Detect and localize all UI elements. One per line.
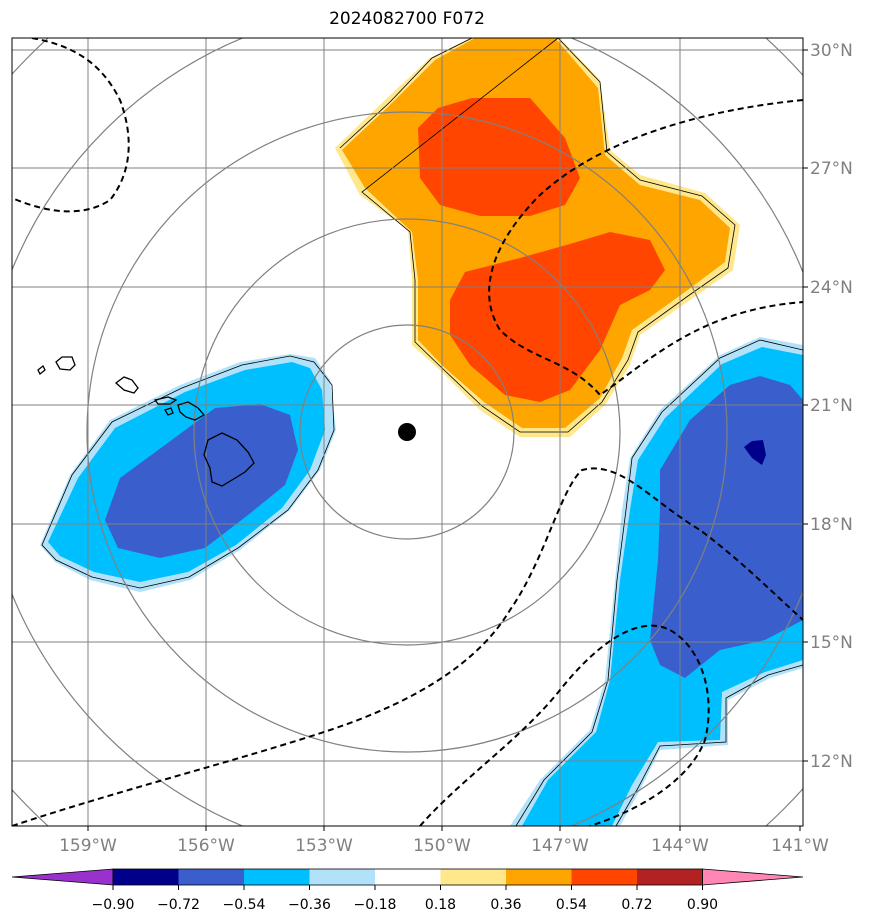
- grid-lines: [12, 38, 803, 826]
- colorbar-label: 0.54: [556, 897, 587, 913]
- lat-ticks: [803, 49, 808, 762]
- colorbar-label: 0.18: [425, 897, 456, 913]
- lon-label-141w: 141°W: [771, 836, 829, 856]
- storm-center-marker: [398, 423, 416, 441]
- colorbar-segment: [113, 869, 179, 885]
- lon-ticks: [87, 826, 801, 831]
- colorbar-segment: [244, 869, 310, 885]
- colorbar-segment: [440, 869, 506, 885]
- colorbar-label: 0.36: [490, 897, 521, 913]
- negative-anomaly-west-strong: [105, 404, 298, 558]
- positive-anomaly-strong-south: [450, 232, 665, 402]
- lon-label-159w: 159°W: [59, 836, 117, 856]
- lat-label-27n: 27°N: [810, 159, 853, 179]
- dashed-contours: [12, 38, 803, 826]
- molokai-coastline: [153, 396, 178, 405]
- positive-anomaly-strong-north: [418, 98, 580, 216]
- lon-label-150w: 150°W: [413, 836, 471, 856]
- lat-label-18n: 18°N: [810, 515, 853, 535]
- maui-coastline: [177, 401, 206, 421]
- big-island-coastline: [203, 432, 255, 487]
- lat-label-30n: 30°N: [810, 41, 853, 61]
- lon-label-147w: 147°W: [531, 836, 589, 856]
- lat-label-21n: 21°N: [810, 396, 853, 416]
- negative-anomaly-east-extreme: [744, 440, 766, 465]
- colorbar: −0.90 −0.72 −0.54 −0.36 −0.18 0.18 0.36 …: [11, 868, 804, 913]
- map-title: 2024082700 F072: [329, 9, 485, 29]
- colorbar-over-arrow: [702, 868, 804, 886]
- colorbar-label: −0.36: [288, 897, 331, 913]
- map-frame: [11, 37, 804, 827]
- colorbar-label: −0.72: [157, 897, 200, 913]
- colorbar-segment: [571, 869, 637, 885]
- colorbar-segment: [506, 869, 572, 885]
- colorbar-segment: [637, 869, 703, 885]
- lat-label-24n: 24°N: [810, 278, 853, 298]
- colorbar-label: −0.90: [92, 897, 135, 913]
- lat-label-12n: 12°N: [810, 752, 853, 772]
- lat-label-15n: 15°N: [810, 633, 853, 653]
- colorbar-label: 0.72: [621, 897, 652, 913]
- colorbar-label: 0.90: [687, 897, 718, 913]
- colorbar-label: −0.18: [354, 897, 397, 913]
- colorbar-label: −0.54: [223, 897, 266, 913]
- lanai-coastline: [164, 407, 174, 416]
- lon-label-144w: 144°W: [651, 836, 709, 856]
- kauai-coastline: [55, 356, 76, 371]
- anomaly-contour-east: [515, 339, 803, 826]
- oahu-coastline: [114, 376, 139, 394]
- niihau-coastline: [37, 364, 46, 376]
- anomaly-contour-north: [339, 38, 736, 433]
- hawaii-coastlines: [37, 356, 255, 487]
- colorbar-under-arrow: [11, 868, 114, 886]
- colorbar-segment: [309, 869, 375, 885]
- colorbar-segment: [178, 869, 244, 885]
- lon-label-153w: 153°W: [295, 836, 353, 856]
- lon-label-156w: 156°W: [177, 836, 235, 856]
- colorbar-segment: [375, 869, 441, 885]
